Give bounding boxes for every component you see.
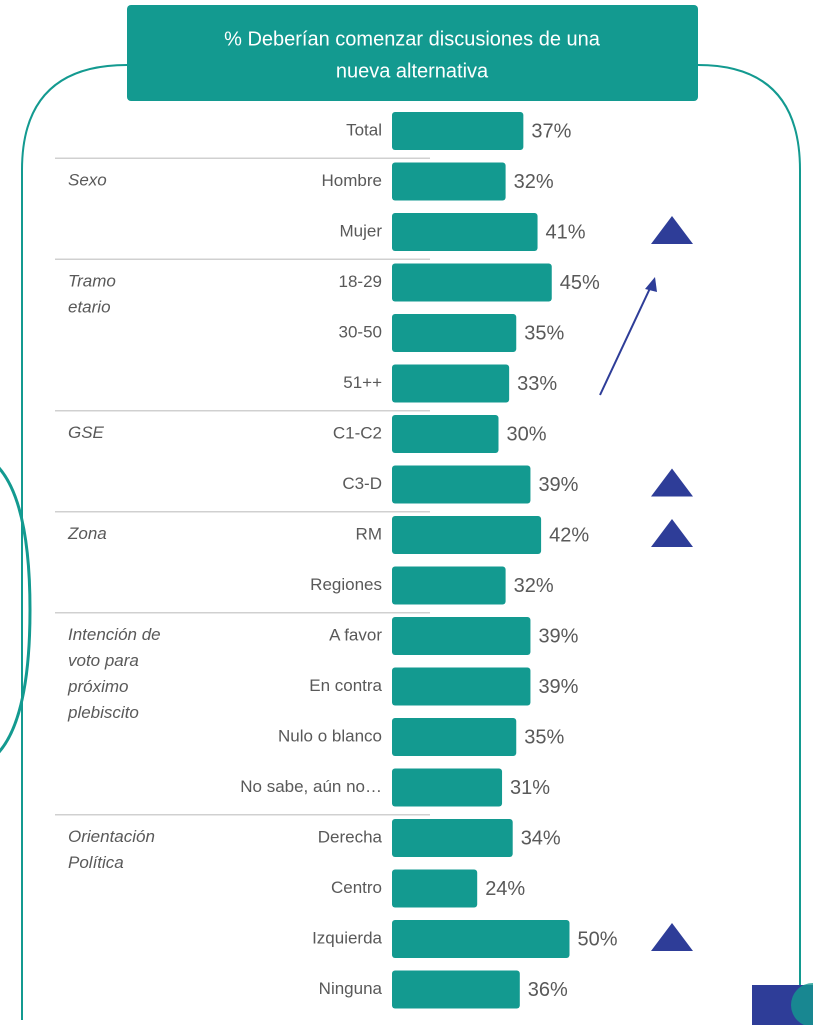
group-label: Orientación [68, 827, 155, 846]
bar [392, 263, 552, 302]
bar [392, 718, 517, 756]
category-label: En contra [309, 676, 382, 695]
category-label: Ninguna [319, 979, 383, 998]
bar [392, 364, 510, 403]
logo-mark [791, 983, 813, 1025]
value-label: 37% [531, 120, 571, 142]
chart-title: % Deberían comenzar discusiones de una [224, 28, 601, 50]
category-label: Hombre [322, 171, 382, 190]
value-label: 31% [510, 777, 550, 799]
value-label: 35% [524, 322, 564, 344]
bar [392, 617, 531, 655]
value-label: 41% [546, 221, 586, 243]
value-label: 30% [507, 423, 547, 445]
value-label: 35% [524, 726, 564, 748]
category-label: Mujer [339, 221, 382, 240]
category-label: Total [346, 120, 382, 139]
bar [392, 768, 503, 807]
category-label: Regiones [310, 575, 382, 594]
category-label: C1-C2 [333, 423, 382, 442]
bar [392, 516, 542, 554]
category-label: RM [356, 524, 382, 543]
significance-marker [651, 216, 693, 244]
category-label: Derecha [318, 827, 383, 846]
category-label: 18-29 [339, 272, 382, 291]
category-label: Nulo o blanco [278, 726, 382, 745]
group-label: plebiscito [67, 703, 139, 722]
side-decoration [0, 466, 32, 754]
category-label: 30-50 [339, 322, 382, 341]
bar [392, 465, 531, 504]
category-label: C3-D [342, 474, 382, 493]
bar [392, 213, 538, 251]
arrow-head [645, 277, 657, 292]
bar [392, 314, 517, 352]
bar [392, 869, 478, 908]
value-label: 34% [521, 827, 561, 849]
group-label: Política [68, 853, 124, 872]
significance-marker [651, 468, 693, 497]
bar [392, 667, 531, 706]
group-label: Tramo [68, 272, 116, 291]
group-label: voto para [68, 651, 139, 670]
value-label: 32% [514, 171, 554, 193]
bar [392, 920, 570, 958]
group-label: Zona [67, 524, 107, 543]
bar [392, 162, 506, 201]
bar [392, 819, 513, 857]
value-label: 39% [538, 676, 578, 698]
bar [392, 415, 499, 453]
value-label: 24% [485, 878, 525, 900]
bar [392, 970, 520, 1009]
value-label: 36% [528, 979, 568, 1001]
bar [392, 566, 506, 605]
significance-marker [651, 923, 693, 951]
significance-marker [651, 519, 693, 547]
bar [392, 112, 524, 150]
category-label: Izquierda [312, 928, 382, 947]
chart-title: nueva alternativa [336, 60, 489, 82]
title-box [127, 5, 698, 101]
value-label: 32% [514, 575, 554, 597]
group-label: próximo [67, 677, 128, 696]
value-label: 33% [517, 373, 557, 395]
value-label: 39% [538, 625, 578, 647]
value-label: 39% [538, 474, 578, 496]
group-label: Sexo [68, 171, 107, 190]
group-label: etario [68, 298, 111, 317]
value-label: 45% [560, 272, 600, 294]
group-label: GSE [68, 423, 105, 442]
value-label: 50% [578, 928, 618, 950]
category-label: No sabe, aún no… [240, 777, 382, 796]
category-label: Centro [331, 878, 382, 897]
arrow [599, 283, 653, 396]
category-label: 51++ [343, 373, 382, 392]
value-label: 42% [549, 524, 589, 546]
category-label: A favor [329, 625, 382, 644]
group-label: Intención de [68, 625, 161, 644]
